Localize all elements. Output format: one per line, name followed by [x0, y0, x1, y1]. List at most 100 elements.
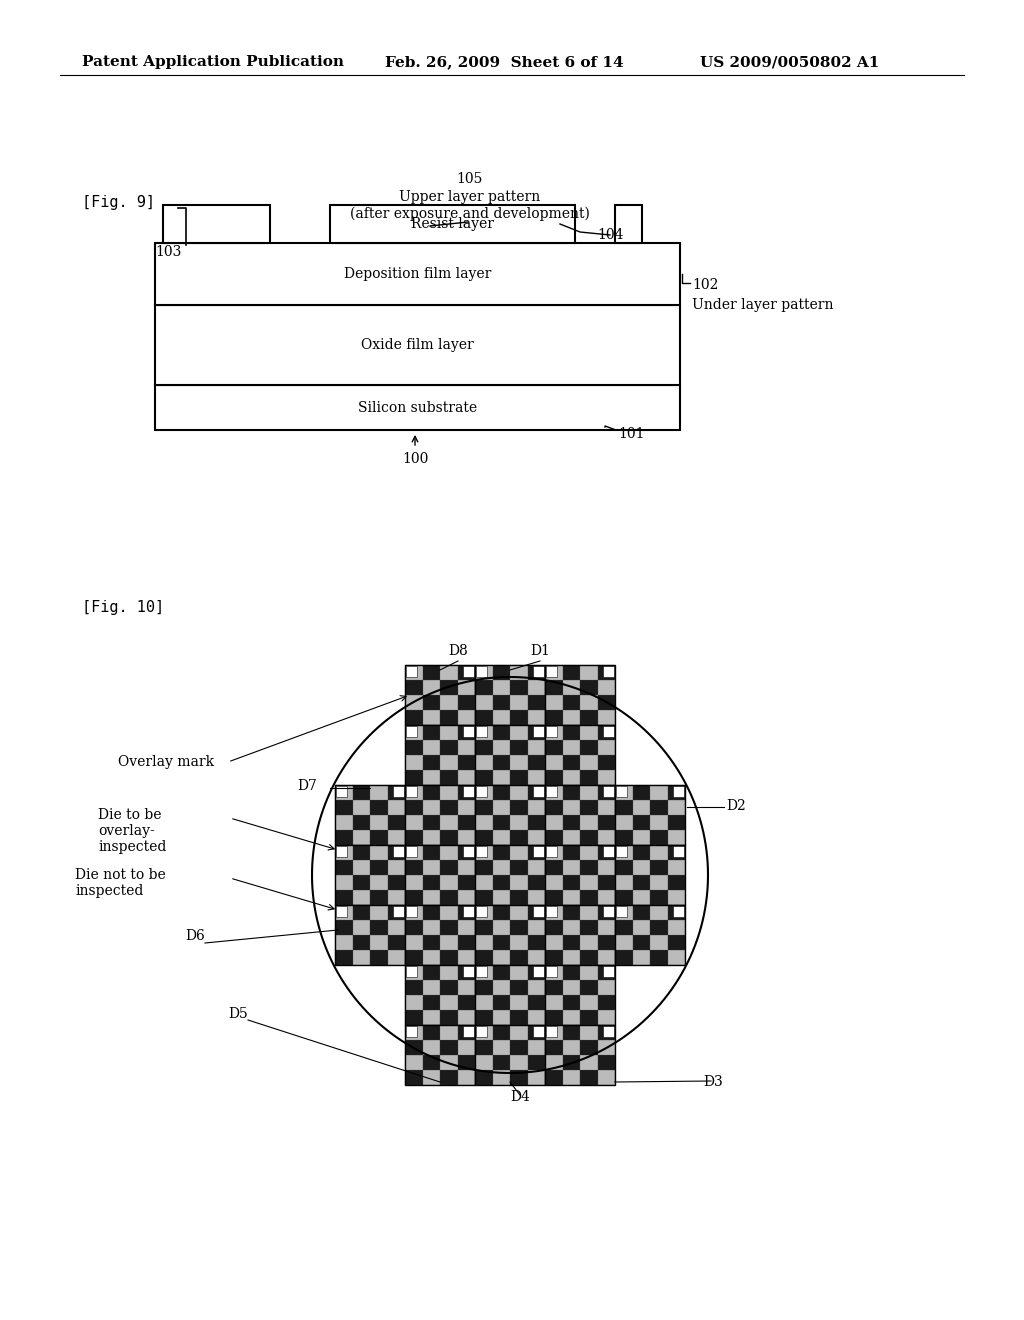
- Bar: [335, 785, 352, 800]
- Bar: [155, 385, 680, 430]
- Bar: [562, 950, 580, 965]
- Bar: [440, 875, 458, 890]
- Bar: [580, 830, 597, 845]
- Bar: [423, 696, 440, 710]
- Bar: [545, 845, 562, 861]
- Text: Overlay mark: Overlay mark: [118, 755, 214, 770]
- Bar: [423, 979, 440, 995]
- Bar: [597, 785, 615, 800]
- Bar: [406, 785, 475, 845]
- Bar: [603, 1026, 614, 1038]
- Bar: [440, 680, 458, 696]
- Bar: [545, 1010, 562, 1026]
- Bar: [545, 755, 562, 770]
- Bar: [330, 205, 575, 243]
- Bar: [580, 995, 597, 1010]
- Bar: [545, 965, 562, 979]
- Bar: [458, 995, 475, 1010]
- Bar: [475, 1055, 493, 1071]
- Bar: [532, 966, 544, 977]
- Bar: [475, 1040, 493, 1055]
- Bar: [597, 950, 615, 965]
- Bar: [527, 950, 545, 965]
- Bar: [668, 785, 685, 800]
- Bar: [580, 770, 597, 785]
- Bar: [580, 1040, 597, 1055]
- Bar: [392, 906, 404, 917]
- Bar: [493, 845, 510, 861]
- Bar: [493, 935, 510, 950]
- Bar: [440, 770, 458, 785]
- Bar: [155, 305, 680, 385]
- Bar: [458, 861, 475, 875]
- Bar: [650, 785, 668, 800]
- Bar: [597, 710, 615, 725]
- Bar: [603, 667, 614, 677]
- Bar: [633, 861, 650, 875]
- Bar: [510, 800, 527, 814]
- Bar: [545, 680, 562, 696]
- Bar: [650, 935, 668, 950]
- Bar: [476, 1026, 487, 1038]
- Bar: [406, 814, 423, 830]
- Bar: [527, 770, 545, 785]
- Bar: [546, 785, 557, 797]
- Bar: [406, 710, 423, 725]
- Bar: [406, 875, 423, 890]
- Bar: [633, 906, 650, 920]
- Bar: [370, 785, 387, 800]
- Bar: [475, 785, 545, 845]
- Bar: [423, 755, 440, 770]
- Bar: [406, 726, 418, 738]
- Text: 104: 104: [597, 228, 624, 242]
- Bar: [545, 861, 562, 875]
- Bar: [440, 995, 458, 1010]
- Bar: [475, 800, 493, 814]
- Bar: [440, 935, 458, 950]
- Bar: [545, 845, 615, 906]
- Bar: [475, 935, 493, 950]
- Bar: [406, 979, 423, 995]
- Bar: [493, 770, 510, 785]
- Bar: [387, 890, 406, 906]
- Bar: [406, 755, 423, 770]
- Bar: [527, 725, 545, 741]
- Bar: [580, 845, 597, 861]
- Bar: [527, 995, 545, 1010]
- Bar: [423, 1055, 440, 1071]
- Bar: [633, 920, 650, 935]
- Bar: [615, 205, 642, 243]
- Bar: [475, 710, 493, 725]
- Bar: [335, 906, 406, 965]
- Bar: [475, 1026, 545, 1085]
- Bar: [458, 906, 475, 920]
- Bar: [336, 846, 347, 858]
- Bar: [463, 966, 474, 977]
- Bar: [615, 906, 685, 965]
- Bar: [580, 950, 597, 965]
- Bar: [475, 1071, 493, 1085]
- Bar: [352, 861, 370, 875]
- Bar: [527, 1010, 545, 1026]
- Bar: [475, 890, 493, 906]
- Bar: [510, 861, 527, 875]
- Bar: [475, 965, 545, 1026]
- Bar: [580, 800, 597, 814]
- Bar: [545, 814, 562, 830]
- Bar: [440, 814, 458, 830]
- Bar: [580, 665, 597, 680]
- Text: D6: D6: [185, 929, 205, 942]
- Bar: [580, 1055, 597, 1071]
- Bar: [527, 890, 545, 906]
- Bar: [668, 906, 685, 920]
- Bar: [406, 1055, 423, 1071]
- Bar: [510, 741, 527, 755]
- Bar: [387, 875, 406, 890]
- Bar: [335, 875, 352, 890]
- Bar: [615, 920, 633, 935]
- Bar: [633, 950, 650, 965]
- Bar: [475, 906, 545, 965]
- Bar: [633, 785, 650, 800]
- Bar: [597, 665, 615, 680]
- Bar: [406, 845, 423, 861]
